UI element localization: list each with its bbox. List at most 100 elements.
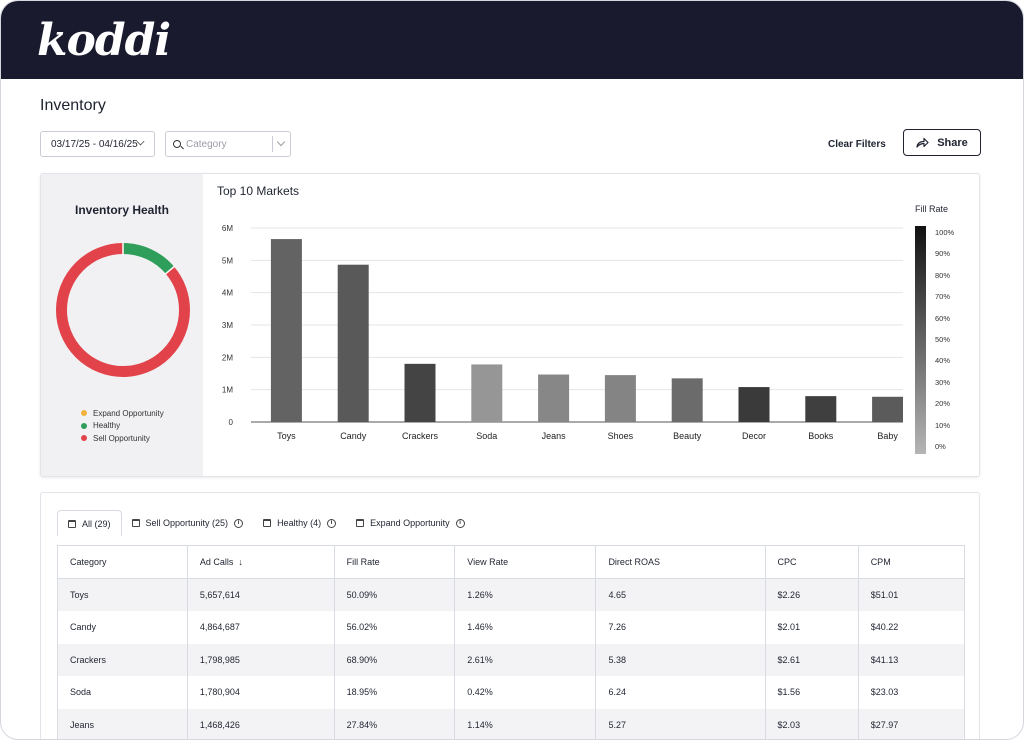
table-cell-cpm: $27.97	[858, 708, 966, 739]
table-cell-cpm: $51.01	[858, 578, 966, 611]
table-cell-view-rate: 2.61%	[454, 643, 597, 676]
fill-rate-tick-label: 60%	[935, 313, 951, 323]
chart-title: Top 10 Markets	[217, 184, 300, 198]
table-row[interactable]: Soda 1,780,904 18.95% 0.42% 6.24 $1.56 $23.03	[57, 676, 966, 709]
x-tick-label: Beauty	[673, 431, 702, 441]
koddi-logo[interactable]: koddi	[37, 15, 171, 66]
y-tick-label: 5M	[222, 256, 233, 265]
legend-label: Expand Opportunity	[93, 408, 164, 418]
table-cell-cpc: $2.03	[765, 708, 859, 739]
table-cell-fill-rate: 50.09%	[334, 578, 456, 611]
table-cell-category: Crackers	[57, 643, 188, 676]
bar-beauty[interactable]	[671, 378, 703, 422]
x-tick-label: Candy	[340, 431, 367, 441]
search-icon	[173, 140, 181, 148]
fill-rate-tick-label: 80%	[935, 270, 951, 280]
table-cell-direct-roas: 7.26	[595, 611, 766, 644]
x-tick-label: Soda	[476, 431, 497, 441]
legend-dot-icon	[81, 435, 87, 442]
bar-shoes[interactable]	[604, 375, 636, 422]
column-header-cpm[interactable]: CPM	[858, 545, 966, 579]
table-cell-category: Jeans	[57, 708, 188, 739]
info-icon[interactable]: i	[327, 518, 337, 528]
table-cell-view-rate: 1.46%	[454, 611, 597, 644]
table-cell-cpc: $2.26	[765, 578, 859, 611]
table-cell-direct-roas: 6.24	[595, 676, 766, 709]
table-cell-cpm: $23.03	[858, 676, 966, 709]
table-cell-view-rate: 0.42%	[454, 676, 597, 709]
fill-rate-tick-label: 30%	[935, 377, 951, 387]
table-cell-ad-calls: 1,798,985	[187, 643, 335, 676]
fill-rate-tick-label: 20%	[935, 399, 951, 409]
tab-label: Expand Opportunity	[370, 518, 450, 528]
table-cell-category: Toys	[57, 578, 188, 611]
table-cell-cpc: $2.61	[765, 643, 859, 676]
table-cell-ad-calls: 1,468,426	[187, 708, 335, 739]
bar-books[interactable]	[805, 396, 837, 422]
x-tick-label: Baby	[877, 431, 898, 441]
top-markets-bar-chart: 0 1M 2M 3M 4M 5M 6M Toys Candy Crackers Soda Jeans S…	[222, 224, 903, 441]
category-select[interactable]: Category	[165, 131, 291, 157]
table-cell-view-rate: 1.14%	[454, 708, 597, 739]
x-tick-label: Jeans	[542, 431, 567, 441]
table-header-row: Category Ad Calls ↓ Fill Rate View Rate Direc…	[57, 545, 966, 579]
bar-jeans[interactable]	[538, 374, 570, 422]
tab-label: Sell Opportunity (25)	[145, 518, 229, 528]
legend-item-expand-opportunity: Expand Opportunity	[81, 407, 164, 420]
tab-all[interactable]: All (29)	[57, 510, 122, 536]
tab-sell-opportunity[interactable]: Sell Opportunity (25) i	[122, 510, 254, 536]
column-header-fill-rate[interactable]: Fill Rate	[334, 545, 456, 579]
fill-rate-tick-label: 50%	[935, 335, 951, 344]
date-range-select[interactable]: 03/17/25 - 04/16/25	[40, 131, 155, 157]
column-header-view-rate[interactable]: View Rate	[454, 545, 597, 579]
inventory-table: Category Ad Calls ↓ Fill Rate View Rate Direc…	[57, 545, 966, 739]
tab-label: All (29)	[82, 518, 111, 529]
table-row[interactable]: Toys 5,657,614 50.09% 1.26% 4.65 $2.26 $51.01	[57, 578, 966, 611]
y-tick-label: 4M	[222, 289, 233, 298]
table-cell-ad-calls: 4,864,687	[187, 611, 335, 644]
sort-arrow-down-icon[interactable]: ↓	[238, 557, 243, 567]
calendar-icon	[263, 519, 272, 527]
column-header-label: CPM	[870, 557, 891, 567]
share-button[interactable]: Share	[903, 129, 981, 156]
bar-crackers[interactable]	[404, 363, 436, 422]
legend-dot-icon	[81, 422, 87, 429]
bar-soda[interactable]	[471, 364, 503, 422]
legend-item-sell-opportunity: Sell Opportunity	[81, 432, 164, 445]
column-header-label: Category	[70, 557, 107, 567]
y-tick-label: 3M	[222, 321, 233, 330]
fill-rate-tick-label: 10%	[935, 420, 951, 430]
clear-filters-link[interactable]: Clear Filters	[828, 139, 886, 150]
info-icon[interactable]: i	[234, 518, 244, 528]
column-header-label: Direct ROAS	[608, 557, 660, 567]
tab-healthy[interactable]: Healthy (4) i	[253, 510, 346, 536]
chevron-down-icon[interactable]	[276, 137, 286, 147]
table-row[interactable]: Crackers 1,798,985 68.90% 2.61% 5.38 $2.61 $41…	[57, 643, 966, 676]
table-row[interactable]: Candy 4,864,687 56.02% 1.46% 7.26 $2.01 $40.22	[57, 611, 966, 644]
column-header-ad-calls[interactable]: Ad Calls ↓	[187, 545, 335, 579]
table-cell-direct-roas: 5.38	[595, 643, 766, 676]
bar-toys[interactable]	[270, 239, 302, 422]
y-tick-label: 1M	[222, 386, 233, 395]
column-header-category[interactable]: Category	[57, 545, 188, 579]
donut-separator	[164, 265, 176, 276]
bar-candy[interactable]	[337, 264, 369, 422]
table-cell-cpm: $40.22	[858, 611, 966, 644]
legend-dot-icon	[81, 410, 87, 417]
bar-baby[interactable]	[872, 396, 903, 422]
info-icon[interactable]: i	[455, 518, 465, 528]
table-cell-direct-roas: 4.65	[595, 578, 766, 611]
opportunity-tabs: All (29) Sell Opportunity (25) i Healthy (4…	[57, 510, 475, 536]
table-cell-cpm: $41.13	[858, 643, 966, 676]
column-header-direct-roas[interactable]: Direct ROAS	[595, 545, 766, 579]
calendar-icon	[131, 519, 140, 527]
x-tick-label: Shoes	[608, 431, 634, 441]
column-header-label: CPC	[777, 557, 797, 567]
bar-decor[interactable]	[738, 387, 770, 422]
select-divider	[272, 136, 273, 152]
tab-expand-opportunity[interactable]: Expand Opportunity i	[346, 510, 475, 536]
legend-label: Sell Opportunity	[93, 433, 150, 443]
table-row[interactable]: Jeans 1,468,426 27.84% 1.14% 5.27 $2.03 $27.97	[57, 708, 966, 739]
column-header-cpc[interactable]: CPC	[765, 545, 859, 579]
inventory-health-legend: Expand Opportunity Healthy Sell Opportunit…	[81, 407, 164, 445]
